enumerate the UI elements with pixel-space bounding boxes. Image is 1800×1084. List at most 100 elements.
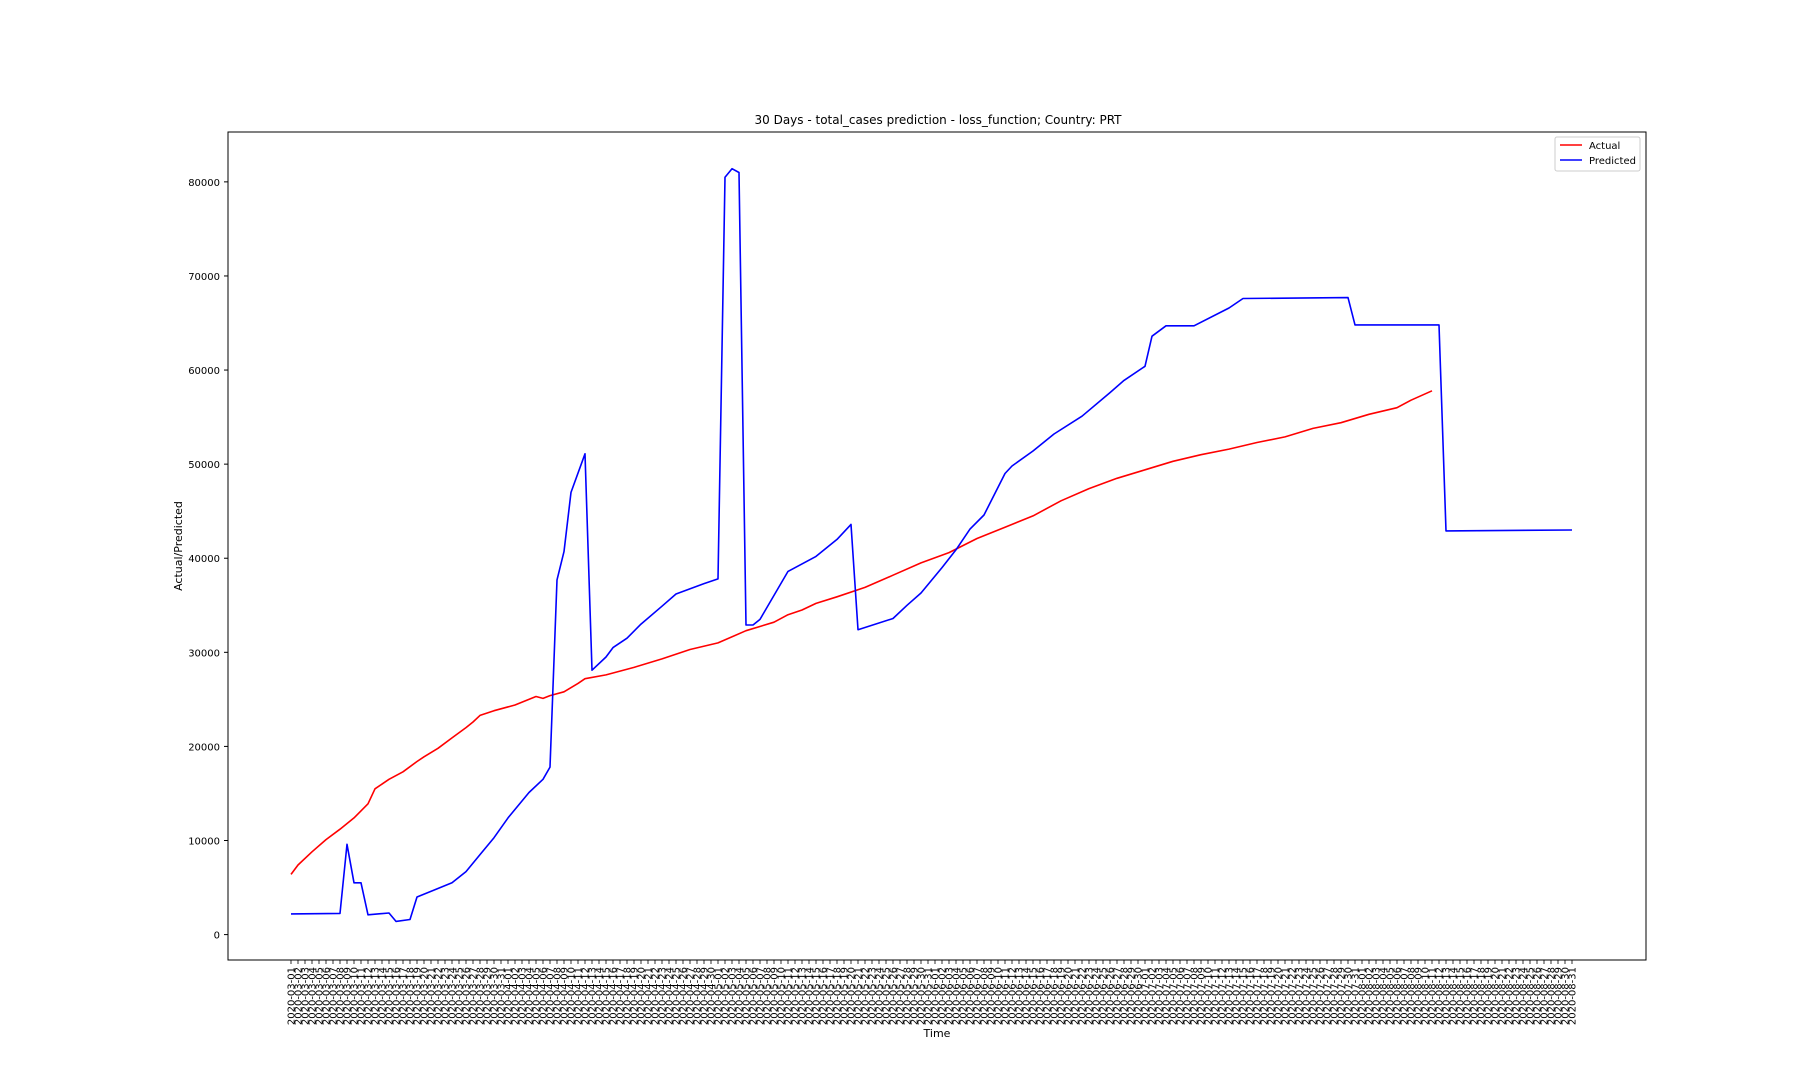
- x-tick-label: 2020-06-21: [1071, 967, 1082, 1025]
- x-tick-label: 2020-07-14: [1232, 967, 1243, 1025]
- x-tick-label: 2020-05-24: [875, 967, 886, 1025]
- x-tick-label: 2020-04-30: [707, 967, 718, 1025]
- x-tick-label: 2020-05-22: [861, 967, 872, 1025]
- x-tick-label: 2020-06-10: [994, 967, 1005, 1025]
- x-tick-label: 2020-07-10: [1204, 967, 1215, 1025]
- x-tick-label: 2020-06-15: [1029, 967, 1040, 1025]
- y-tick-label: 10000: [188, 837, 220, 848]
- x-tick-label: 2020-04-06: [539, 967, 550, 1025]
- x-tick-label: 2020-04-16: [609, 967, 620, 1025]
- legend: Actual Predicted: [1554, 136, 1641, 172]
- x-tick-label: 2020-08-23: [1512, 967, 1523, 1025]
- x-axis: 2020-03-012020-03-022020-03-032020-03-04…: [287, 960, 1579, 1025]
- x-tick-label: 2020-04-21: [644, 967, 655, 1025]
- series-line-predicted: [290, 167, 1573, 923]
- x-tick-label: 2020-08-07: [1400, 967, 1411, 1025]
- x-tick-label: 2020-06-27: [1113, 967, 1124, 1025]
- y-tick-label: 40000: [188, 554, 220, 565]
- x-tick-label: 2020-07-24: [1302, 967, 1313, 1025]
- x-tick-label: 2020-04-27: [686, 967, 697, 1025]
- x-tick-label: 2020-05-17: [826, 967, 837, 1025]
- x-tick-label: 2020-05-06: [749, 967, 760, 1025]
- x-tick-label: 2020-05-02: [721, 967, 732, 1025]
- x-tick-label: 2020-04-01: [504, 967, 515, 1025]
- x-tick-label: 2020-03-06: [322, 967, 333, 1025]
- x-tick-label: 2020-06-09: [987, 967, 998, 1025]
- legend-label-actual: Actual: [1589, 141, 1620, 152]
- x-tick-label: 2020-05-10: [777, 967, 788, 1025]
- x-tick-label: 2020-06-12: [1008, 967, 1019, 1025]
- x-tick-label: 2020-08-08: [1407, 967, 1418, 1025]
- x-tick-label: 2020-07-12: [1218, 967, 1229, 1025]
- x-tick-label: 2020-03-02: [294, 967, 305, 1025]
- x-tick-label: 2020-06-01: [931, 967, 942, 1025]
- x-tick-label: 2020-03-26: [462, 967, 473, 1025]
- x-tick-label: 2020-03-07: [329, 967, 340, 1025]
- x-tick-label: 2020-08-29: [1554, 967, 1565, 1025]
- x-tick-label: 2020-05-03: [728, 967, 739, 1025]
- x-tick-label: 2020-06-29: [1127, 967, 1138, 1025]
- x-tick-label: 2020-08-24: [1519, 967, 1530, 1025]
- x-tick-label: 2020-07-16: [1246, 967, 1257, 1025]
- x-tick-label: 2020-04-20: [637, 967, 648, 1025]
- x-tick-label: 2020-08-02: [1365, 967, 1376, 1025]
- x-tick-label: 2020-06-30: [1134, 967, 1145, 1025]
- x-tick-label: 2020-05-12: [791, 967, 802, 1025]
- x-tick-label: 2020-03-10: [350, 967, 361, 1025]
- x-tick-label: 2020-07-02: [1148, 967, 1159, 1025]
- x-tick-label: 2020-08-28: [1547, 967, 1558, 1025]
- x-tick-label: 2020-03-14: [378, 967, 389, 1025]
- x-tick-label: 2020-08-16: [1463, 967, 1474, 1025]
- x-tick-label: 2020-08-06: [1393, 967, 1404, 1025]
- x-tick-label: 2020-06-24: [1092, 967, 1103, 1025]
- x-tick-label: 2020-05-25: [882, 967, 893, 1025]
- x-tick-label: 2020-08-11: [1428, 967, 1439, 1025]
- y-axis: 0 10000 20000 30000 40000 50000 60000 70000 8000…: [188, 178, 228, 942]
- series-lines: [290, 167, 1573, 923]
- x-tick-label: 2020-03-31: [497, 967, 508, 1025]
- x-tick-label: 2020-07-04: [1162, 967, 1173, 1025]
- x-tick-label: 2020-05-04: [735, 967, 746, 1025]
- x-tick-label: 2020-07-15: [1239, 967, 1250, 1025]
- x-tick-label: 2020-07-21: [1281, 967, 1292, 1025]
- x-tick-label: 2020-07-01: [1141, 967, 1152, 1025]
- x-tick-label: 2020-03-28: [476, 967, 487, 1025]
- x-tick-label: 2020-08-10: [1421, 967, 1432, 1025]
- x-tick-label: 2020-07-28: [1330, 967, 1341, 1025]
- x-tick-label: 2020-07-20: [1274, 967, 1285, 1025]
- x-tick-label: 2020-08-17: [1470, 967, 1481, 1025]
- x-tick-label: 2020-05-28: [903, 967, 914, 1025]
- x-tick-label: 2020-05-30: [917, 967, 928, 1025]
- x-tick-label: 2020-08-22: [1505, 967, 1516, 1025]
- x-tick-label: 2020-03-18: [406, 967, 417, 1025]
- x-tick-label: 2020-03-13: [371, 967, 382, 1025]
- x-tick-label: 2020-07-06: [1176, 967, 1187, 1025]
- x-tick-label: 2020-07-13: [1225, 967, 1236, 1025]
- x-tick-label: 2020-03-17: [399, 967, 410, 1025]
- x-tick-label: 2020-06-20: [1064, 967, 1075, 1025]
- x-tick-label: 2020-07-03: [1155, 967, 1166, 1025]
- x-tick-label: 2020-04-03: [518, 967, 529, 1025]
- x-tick-label: 2020-05-19: [840, 967, 851, 1025]
- x-tick-label: 2020-07-30: [1344, 967, 1355, 1025]
- x-tick-label: 2020-03-11: [357, 967, 368, 1025]
- x-tick-label: 2020-08-09: [1414, 967, 1425, 1025]
- x-tick-label: 2020-05-23: [868, 967, 879, 1025]
- x-tick-label: 2020-05-20: [847, 967, 858, 1025]
- x-tick-label: 2020-04-24: [665, 967, 676, 1025]
- x-tick-label: 2020-04-09: [560, 967, 571, 1025]
- x-tick-label: 2020-08-30: [1561, 967, 1572, 1025]
- y-tick-label: 60000: [188, 366, 220, 377]
- x-tick-label: 2020-04-23: [658, 967, 669, 1025]
- x-tick-label: 2020-03-21: [427, 967, 438, 1025]
- x-tick-label: 2020-06-23: [1085, 967, 1096, 1025]
- x-tick-label: 2020-03-03: [301, 967, 312, 1025]
- x-tick-label: 2020-07-31: [1351, 967, 1362, 1025]
- x-tick-label: 2020-08-26: [1533, 967, 1544, 1025]
- x-tick-label: 2020-06-03: [945, 967, 956, 1025]
- x-tick-label: 2020-07-26: [1316, 967, 1327, 1025]
- x-tick-label: 2020-07-07: [1183, 967, 1194, 1025]
- x-tick-label: 2020-03-19: [413, 967, 424, 1025]
